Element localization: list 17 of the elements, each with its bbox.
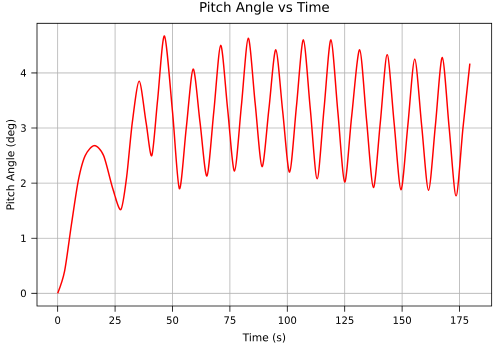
x-tick-label: 50 [166, 316, 178, 324]
x-tick-label: 100 [278, 316, 296, 324]
x-tick-label: 25 [109, 316, 121, 324]
y-tick-label: 3 [20, 124, 26, 132]
x-tick-label: 125 [336, 316, 354, 324]
y-tick-label: 2 [20, 179, 26, 187]
y-tick-label: 0 [20, 290, 26, 298]
y-tick-label: 1 [21, 234, 26, 242]
x-tick-label: 150 [394, 316, 411, 324]
line-series [56, 35, 471, 294]
x-tick-label: 75 [224, 316, 236, 324]
y-axis-title: Pitch Angle (deg) [6, 120, 16, 210]
chart-title: Pitch Angle vs Time [200, 2, 329, 15]
x-tick-label: 0 [55, 316, 60, 324]
x-axis-title: Time (s) [242, 333, 286, 343]
y-tick-label: 4 [20, 69, 26, 77]
x-tick-label: 175 [451, 316, 468, 324]
